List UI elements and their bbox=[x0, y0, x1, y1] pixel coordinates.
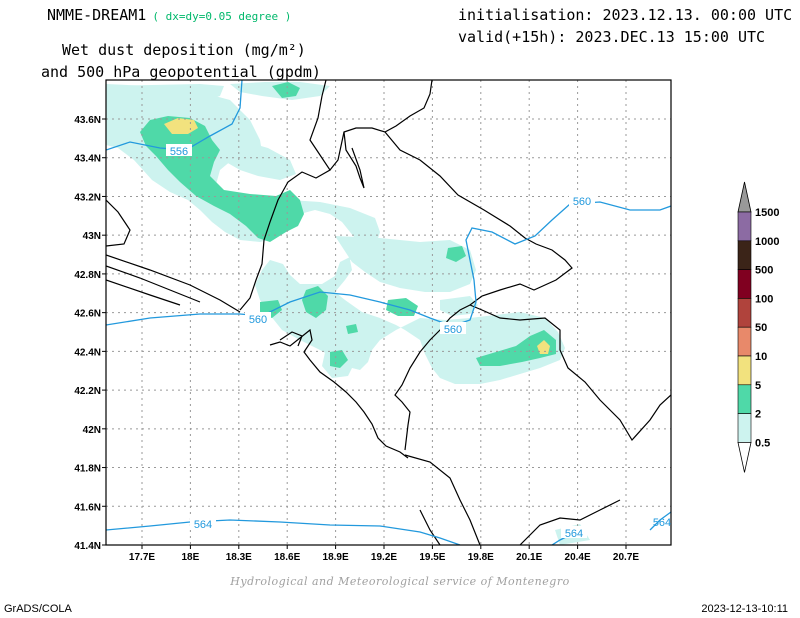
longitude-tick-label: 18.9E bbox=[323, 552, 349, 563]
latitude-tick-label: 43.6N bbox=[74, 115, 101, 126]
colorbar-level-label: 100 bbox=[755, 293, 773, 305]
field-title-line1: Wet dust deposition (mg/m²) bbox=[62, 41, 306, 59]
deposition-shading-high bbox=[164, 118, 550, 354]
colorbar-swatch bbox=[737, 413, 752, 443]
colorbar-bottom-arrow bbox=[737, 441, 752, 473]
plot-timestamp: 2023-12-13-10:11 bbox=[701, 603, 788, 615]
latitude-tick-label: 41.8N bbox=[74, 464, 101, 475]
field-title-line2: and 500 hPa geopotential (gpdm) bbox=[41, 63, 321, 81]
resolution-label: ( dx=dy=0.05 degree ) bbox=[152, 10, 292, 23]
initialisation-time: initialisation: 2023.12.13. 00:00 UTC bbox=[458, 6, 793, 24]
colorbar-level-label: 0.5 bbox=[755, 437, 770, 449]
map-grid bbox=[106, 80, 671, 545]
colorbar-swatch bbox=[737, 298, 752, 328]
longitude-tick-label: 19.8E bbox=[468, 552, 494, 563]
latitude-labels: 43.6N 43.4N 43.2N 43N 42.8N 42.6N 42.4N 42.2N 42… bbox=[74, 115, 106, 552]
contour-label: 560 bbox=[573, 196, 591, 208]
colorbar-level-label: 2 bbox=[755, 409, 761, 421]
latitude-tick-label: 42N bbox=[83, 425, 101, 436]
colorbar-swatch bbox=[737, 384, 752, 414]
valid-time: valid(+15h): 2023.DEC.13 15:00 UTC bbox=[458, 28, 766, 46]
colorbar-level-label: 10 bbox=[755, 351, 767, 363]
contour-label: 556 bbox=[170, 146, 188, 158]
coastline-borders bbox=[106, 80, 671, 545]
latitude-tick-label: 43.4N bbox=[74, 154, 101, 165]
model-name: NMME-DREAM1 bbox=[47, 6, 147, 24]
colorbar-legend: 1500 1000 500 100 50 10 5 2 0.5 bbox=[737, 181, 779, 473]
latitude-tick-label: 41.6N bbox=[74, 502, 101, 513]
colorbar-level-label: 5 bbox=[755, 380, 761, 392]
longitude-tick-label: 20.1E bbox=[516, 552, 542, 563]
colorbar-swatch bbox=[737, 211, 752, 242]
colorbar-top-arrow bbox=[737, 181, 752, 213]
contour-labels: 556 560 560 560 564 564 564 bbox=[166, 144, 671, 540]
longitude-tick-label: 17.7E bbox=[129, 552, 155, 563]
software-label: GrADS/COLA bbox=[4, 603, 72, 615]
colorbar-level-label: 500 bbox=[755, 265, 773, 277]
map-area bbox=[106, 80, 671, 545]
longitude-tick-label: 19.5E bbox=[419, 552, 445, 563]
latitude-tick-label: 43N bbox=[83, 231, 101, 242]
longitude-tick-label: 18.6E bbox=[274, 552, 300, 563]
contour-label: 560 bbox=[444, 324, 462, 336]
geopotential-contours bbox=[106, 80, 671, 545]
longitude-tick-label: 20.7E bbox=[613, 552, 639, 563]
colorbar-level-label: 1500 bbox=[755, 207, 779, 219]
latitude-tick-label: 42.4N bbox=[74, 347, 101, 358]
credit-text: Hydrological and Meteorological service … bbox=[230, 575, 570, 588]
colorbar-level-label: 50 bbox=[755, 322, 767, 334]
contour-label: 564 bbox=[653, 517, 671, 529]
latitude-tick-label: 42.2N bbox=[74, 386, 101, 397]
longitude-tick-label: 20.4E bbox=[565, 552, 591, 563]
latitude-tick-label: 42.6N bbox=[74, 309, 101, 320]
longitude-tick-label: 18.3E bbox=[226, 552, 252, 563]
contour-label: 564 bbox=[565, 528, 583, 540]
latitude-tick-label: 42.8N bbox=[74, 270, 101, 281]
latitude-tick-label: 41.4N bbox=[74, 541, 101, 552]
colorbar-swatch bbox=[737, 269, 752, 299]
longitude-labels: 17.7E 18E 18.3E 18.6E 18.9E 19.2E 19.5E 19.8E 20… bbox=[129, 545, 639, 563]
contour-label: 560 bbox=[249, 314, 267, 326]
model-title: NMME-DREAM1 ( dx=dy=0.05 degree ) bbox=[47, 6, 291, 24]
contour-label: 564 bbox=[194, 519, 212, 531]
colorbar-level-label: 1000 bbox=[755, 236, 779, 248]
longitude-tick-label: 19.2E bbox=[371, 552, 397, 563]
longitude-tick-label: 18E bbox=[182, 552, 200, 563]
colorbar-swatch bbox=[737, 240, 752, 270]
colorbar-swatch bbox=[737, 326, 752, 357]
latitude-tick-label: 43.2N bbox=[74, 192, 101, 203]
colorbar-swatch bbox=[737, 355, 752, 386]
